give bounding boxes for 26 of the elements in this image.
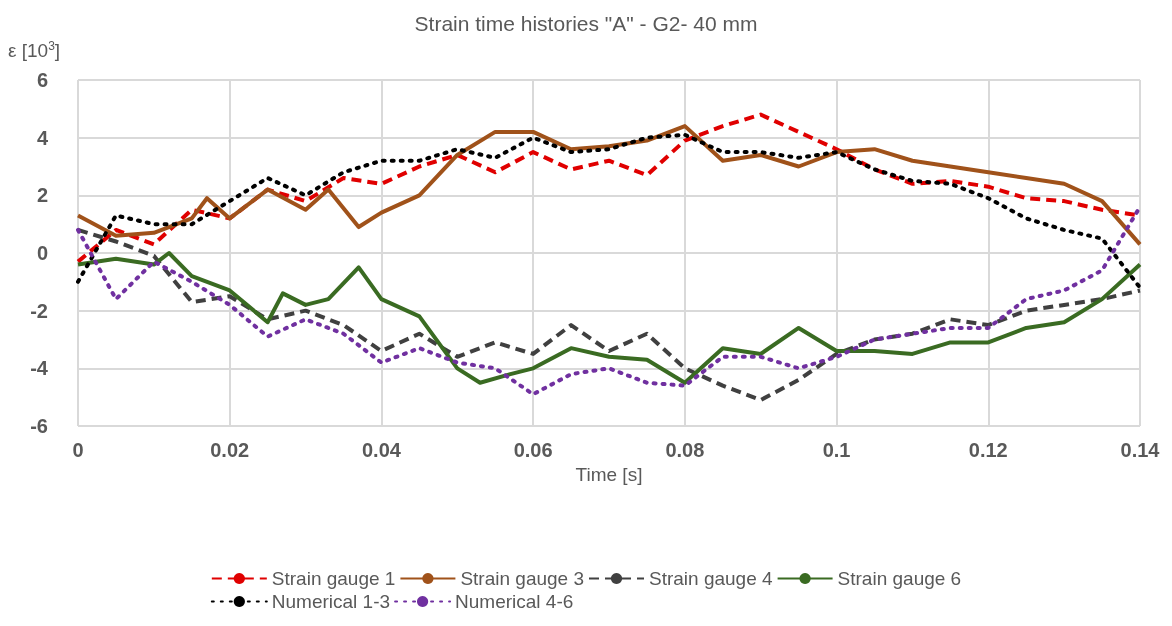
line-series (76, 124, 1142, 247)
y-tick-label: 0 (36, 242, 48, 264)
x-tick-label: 0.1 (822, 439, 851, 461)
chart-title: Strain time histories "A" - G2- 40 mm (414, 12, 758, 35)
x-tick-label: 0.06 (513, 439, 553, 461)
y-tick-label: -6 (30, 415, 48, 437)
x-tick-label: 0.08 (665, 439, 705, 461)
x-tick-label: 0.02 (210, 439, 250, 461)
y-tick-label: -2 (30, 299, 48, 322)
legend-label: Strain gauge 4 (649, 568, 774, 589)
x-axis-title: Time [s] (575, 463, 643, 485)
y-tick-label: 2 (36, 184, 48, 207)
legend-label: Strain gauge 1 (271, 568, 396, 589)
x-tick-label: 0.04 (361, 439, 402, 461)
line-series (76, 132, 1142, 290)
y-tick-label: -4 (30, 357, 49, 380)
legend-label: Strain gauge 3 (460, 568, 584, 589)
legend-label: Numerical 4-6 (455, 591, 574, 612)
x-tick-label: 0.12 (968, 439, 1008, 461)
x-tick-label: 0.14 (1120, 439, 1161, 461)
y-tick-label: 6 (36, 69, 48, 91)
legend-label: Numerical 1-3 (271, 591, 391, 612)
x-tick-label: 0 (72, 439, 84, 461)
line-series (76, 251, 1142, 385)
legend-label: Strain gauge 6 (837, 568, 962, 589)
y-tick-label: 4 (36, 126, 49, 149)
